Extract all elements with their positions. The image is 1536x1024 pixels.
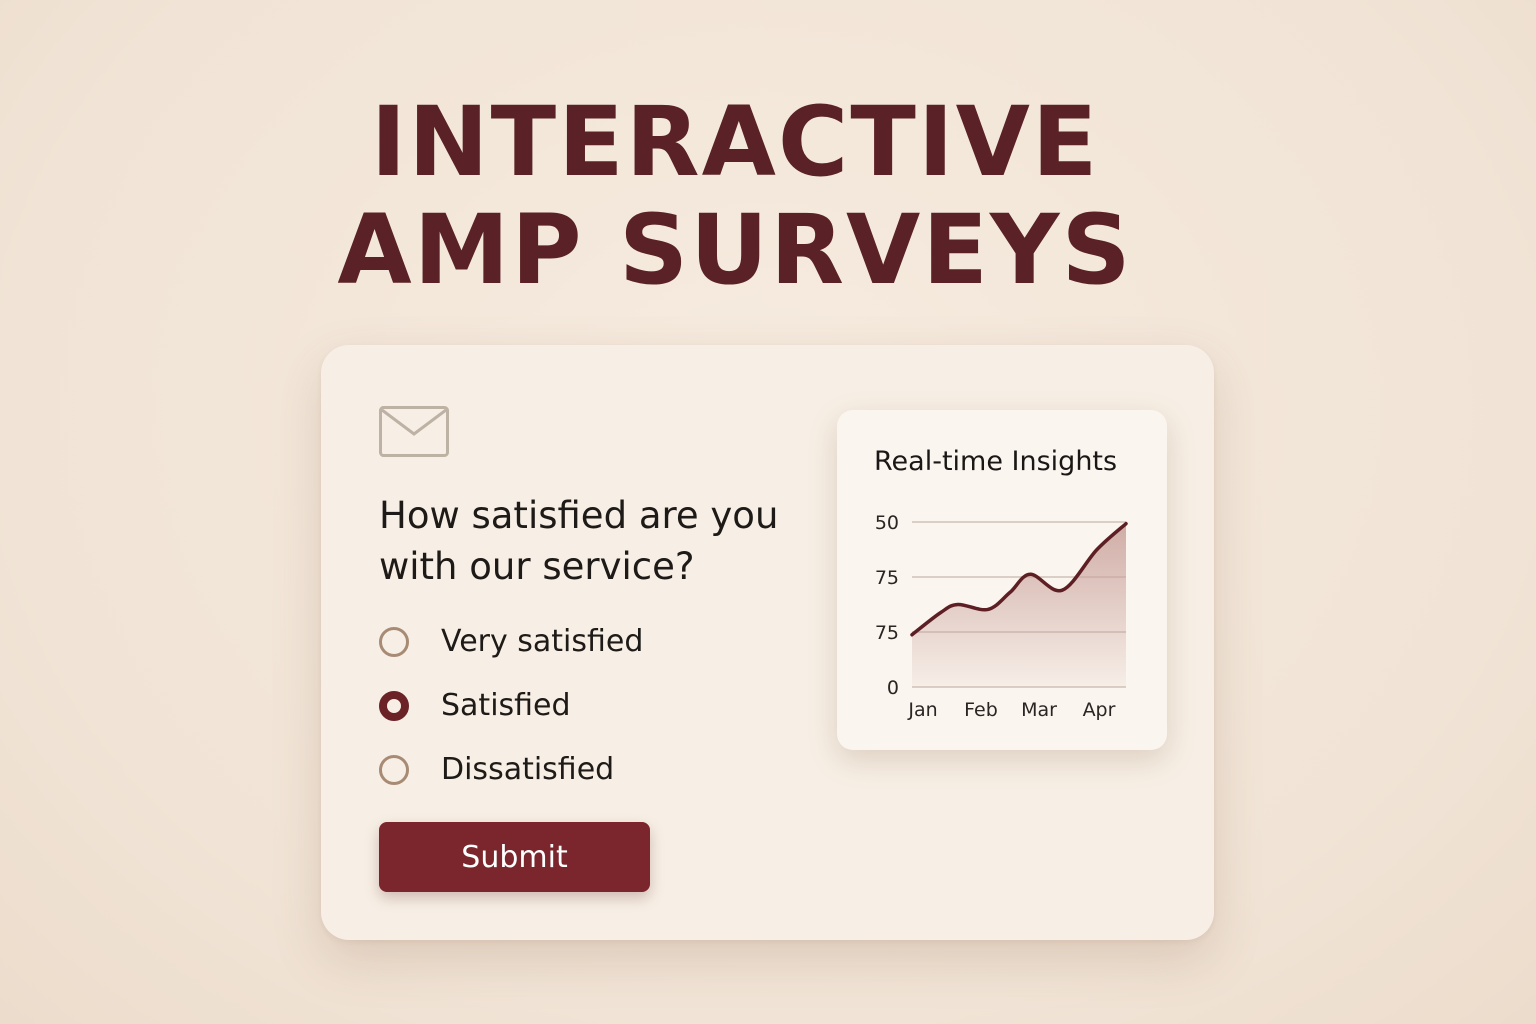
insights-chart: 0 75 75 50 Jan Feb Mar Apr bbox=[875, 512, 1128, 721]
area-fill bbox=[912, 523, 1126, 687]
x-tick-label: Mar bbox=[1021, 699, 1057, 721]
page-title-line-1: INTERACTIVE bbox=[370, 86, 1100, 198]
radio-button[interactable] bbox=[379, 754, 409, 785]
series-line bbox=[910, 521, 1128, 637]
chart-title: Real-time Insights bbox=[874, 446, 1118, 477]
option-dissatisfied[interactable]: Dissatisfied bbox=[379, 752, 614, 787]
y-tick-label: 50 bbox=[875, 512, 899, 534]
option-very-satisfied[interactable]: Very satisfied bbox=[379, 624, 643, 659]
page-title-line-2: AMP SURVEYS bbox=[337, 194, 1133, 306]
option-label: Satisfied bbox=[441, 688, 571, 723]
x-tick-label: Feb bbox=[964, 699, 998, 721]
x-tick-label: Apr bbox=[1083, 699, 1116, 721]
envelope-icon bbox=[379, 406, 449, 457]
y-tick-label: 75 bbox=[875, 567, 899, 589]
option-label: Very satisfied bbox=[441, 624, 644, 659]
y-tick-label: 75 bbox=[875, 622, 899, 644]
radio-button[interactable] bbox=[379, 626, 409, 657]
x-tick-label: Jan bbox=[907, 699, 937, 721]
submit-button[interactable]: Submit bbox=[379, 822, 650, 892]
insights-card: Real-time Insights 0 75 75 50 Jan Feb Mar Apr bbox=[837, 410, 1167, 750]
radio-button-selected[interactable] bbox=[379, 690, 409, 721]
option-satisfied[interactable]: Satisfied bbox=[379, 688, 571, 723]
y-tick-label: 0 bbox=[887, 677, 899, 699]
option-label: Dissatisfied bbox=[441, 752, 615, 787]
survey-question: How satisfied are you with our service? bbox=[379, 494, 779, 588]
